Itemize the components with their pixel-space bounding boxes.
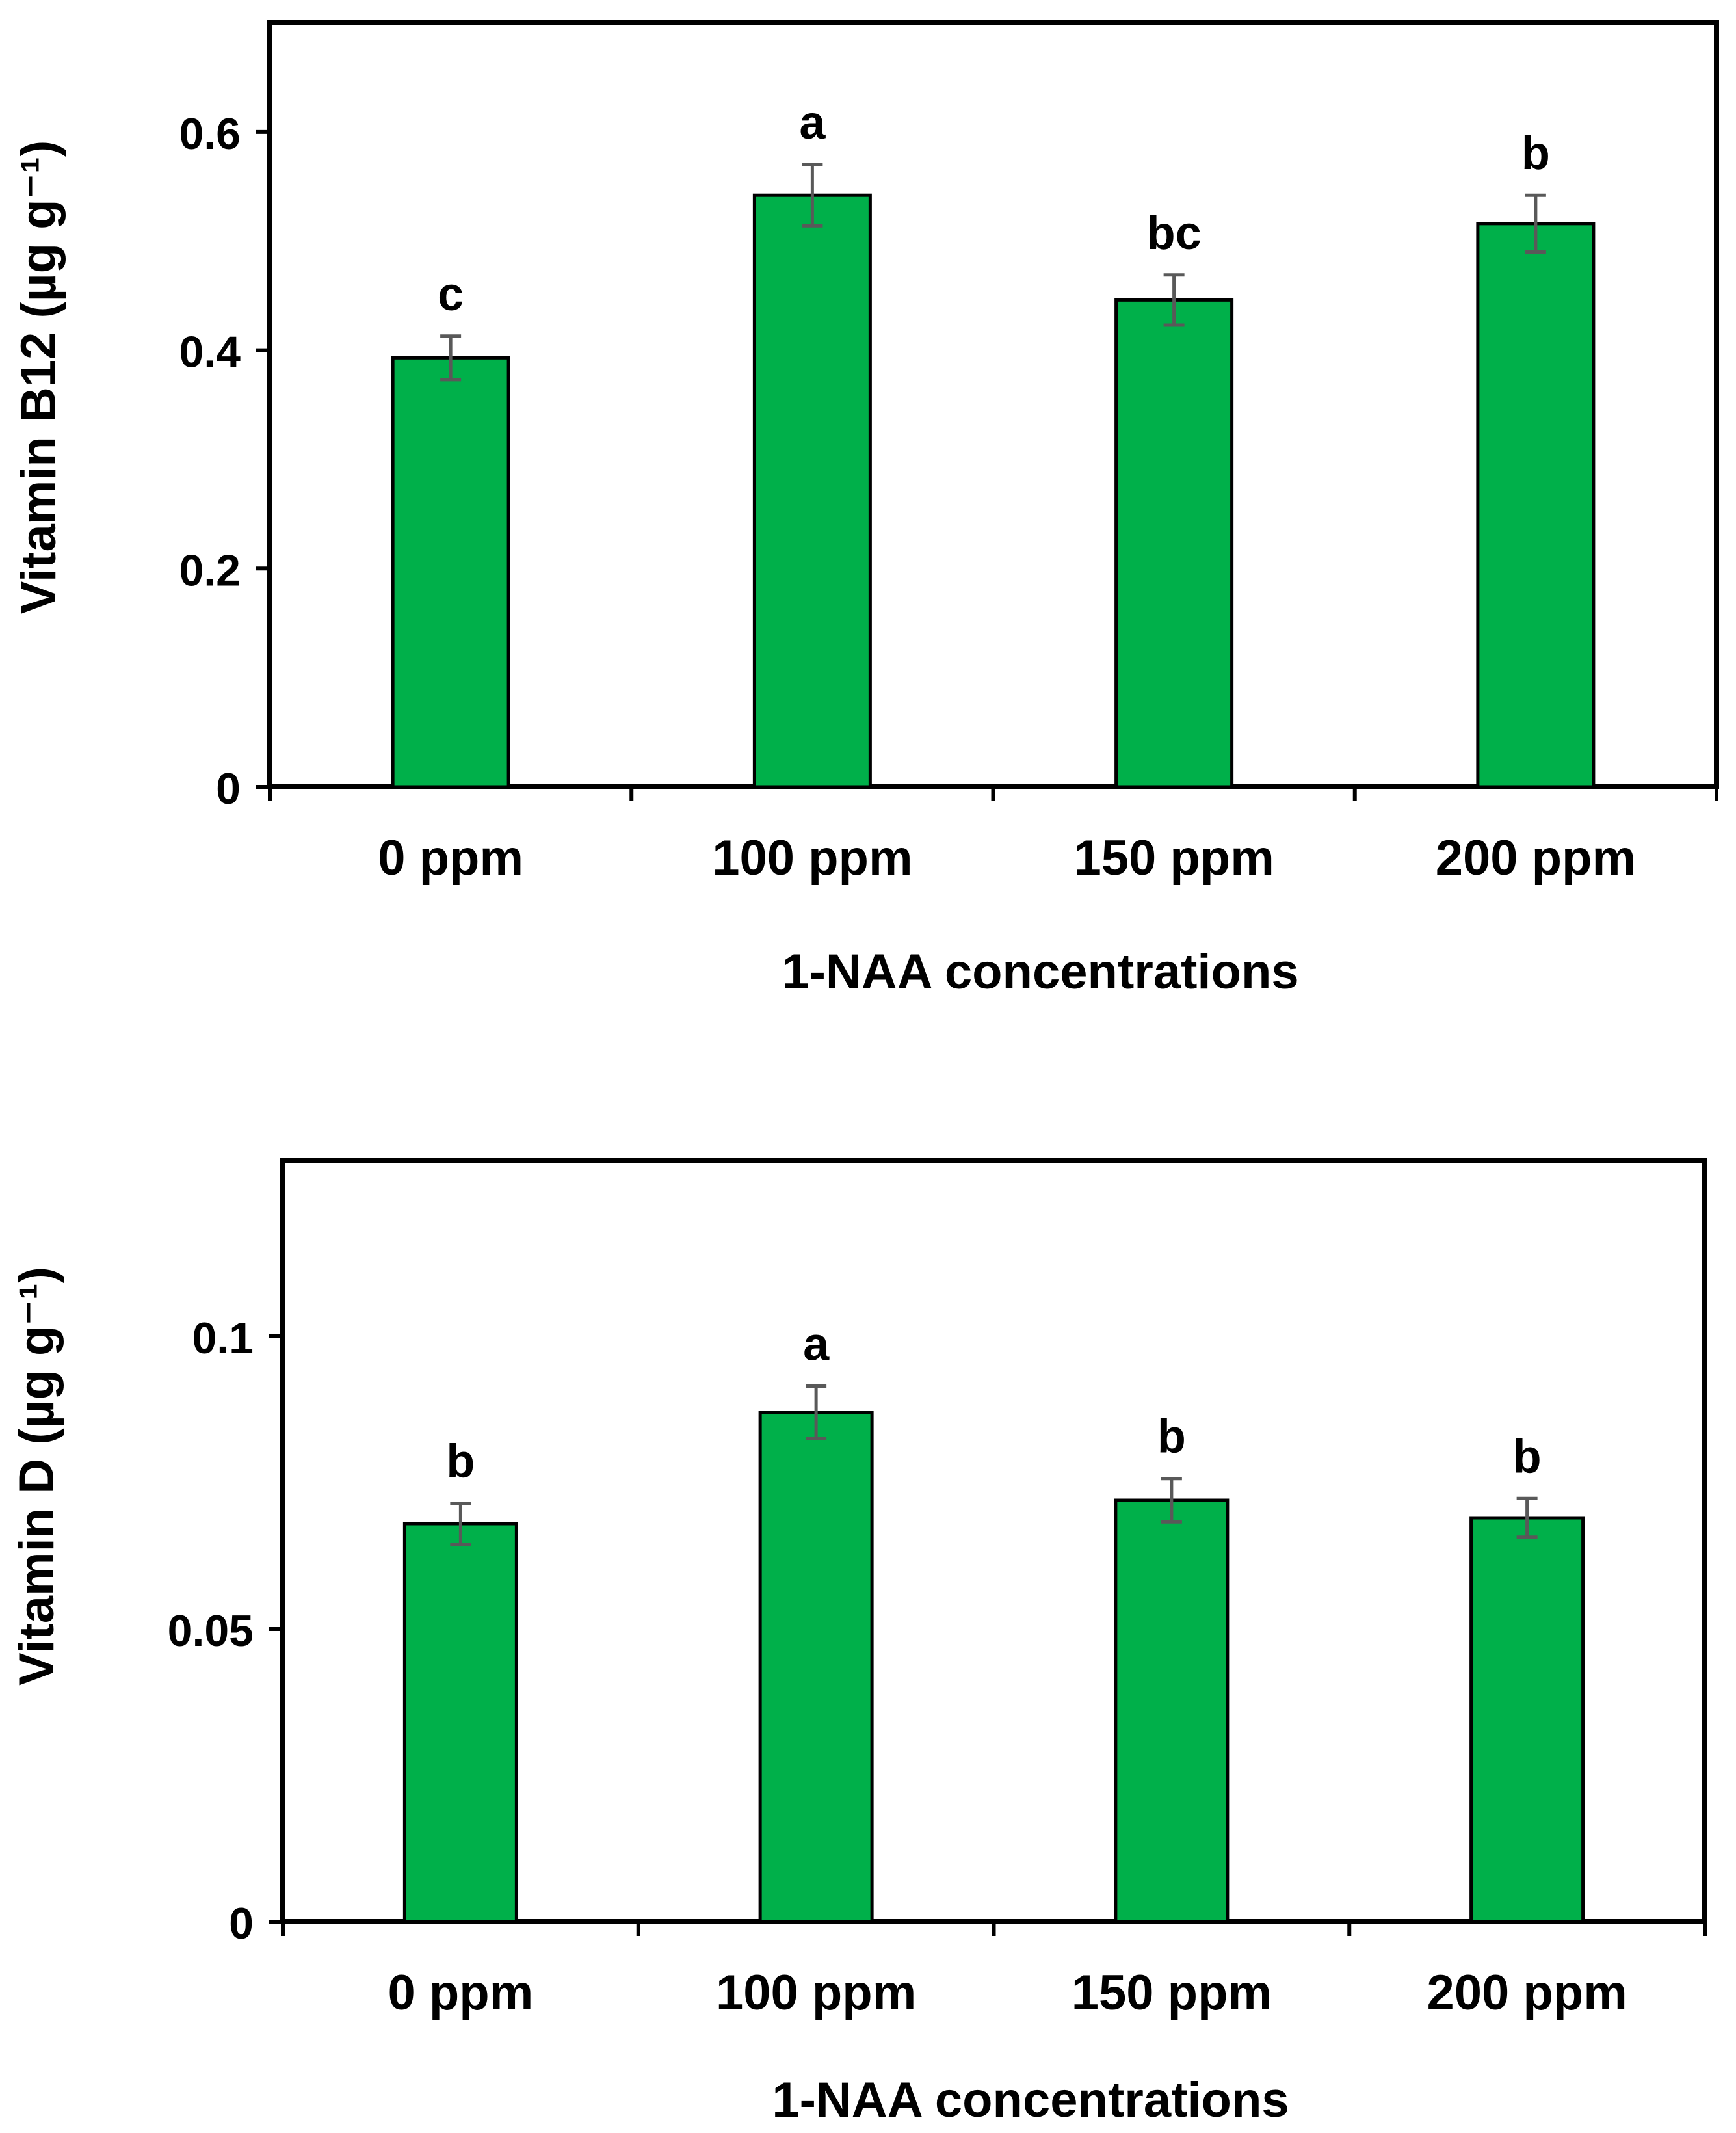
y-tick-label: 0.05 [168,1606,254,1656]
x-tick-label: 200 ppm [1427,1965,1627,2020]
vitamin-d-chart: b a b b 0 0.05 0.1 0 ppm 100 ppm 150 ppm 200 ppm… [9,1158,1707,2128]
bar [1469,1516,1585,1924]
x-tick-label: 0 ppm [388,1965,533,2020]
error-bar [1525,193,1546,254]
significance-letter: a [803,1319,830,1371]
error-bar [806,1384,827,1440]
vitamin-b12-chart: c a bc b 0 0.2 0.4 0.6 0 ppm 100 ppm 150 ppm 200 … [11,20,1719,1000]
error-bar [450,1502,471,1546]
y-axis-label: Vitamin D (µg g⁻¹) [9,1267,64,1686]
x-axis-ticks: 0 ppm 100 ppm 150 ppm 200 ppm [268,787,1718,886]
significance-letter: b [1157,1411,1186,1463]
bar [391,356,510,789]
x-axis-ticks: 0 ppm 100 ppm 150 ppm 200 ppm [281,1922,1707,2020]
significance-letter: c [438,269,464,321]
error-bar [440,334,462,382]
bar [1114,298,1234,789]
bar [402,1522,518,1924]
error-bar [802,163,823,228]
x-tick-label: 150 ppm [1073,830,1274,886]
error-bar [1161,1477,1182,1524]
y-tick-label: 0.4 [179,328,241,377]
bars-layer: b a b b [402,1319,1585,1924]
bar [752,193,872,789]
error-bar [1163,273,1185,327]
x-tick-label: 100 ppm [712,830,912,886]
plot-area-frame [267,20,1719,789]
error-bar [1516,1496,1538,1539]
significance-letter: b [1513,1431,1542,1483]
bar [758,1411,874,1924]
x-tick-label: 100 ppm [716,1965,916,2020]
x-tick-label: 0 ppm [378,830,523,886]
bar [1114,1498,1230,1924]
bars-layer: c a bc b [391,97,1596,789]
y-axis-ticks: 0 0.05 0.1 [168,1314,283,1948]
y-axis-ticks: 0 0.2 0.4 0.6 [179,109,270,814]
y-tick-label: 0.6 [179,109,241,159]
significance-letter: bc [1147,207,1202,259]
x-tick-label: 150 ppm [1072,1965,1272,2020]
y-tick-label: 0 [216,764,241,814]
x-axis-label: 1-NAA concentrations [782,944,1298,1000]
bar [1476,222,1596,789]
x-tick-label: 200 ppm [1436,830,1636,886]
significance-letter: a [799,97,826,149]
y-tick-label: 0.2 [179,546,241,595]
significance-letter: b [446,1436,475,1488]
x-axis-label: 1-NAA concentrations [772,2073,1289,2128]
y-tick-label: 0.1 [192,1314,254,1363]
y-tick-label: 0 [229,1899,254,1948]
plot-area-frame [280,1158,1707,1924]
significance-letter: b [1521,127,1550,179]
y-axis-label: Vitamin B12 (µg g⁻¹) [11,140,66,615]
